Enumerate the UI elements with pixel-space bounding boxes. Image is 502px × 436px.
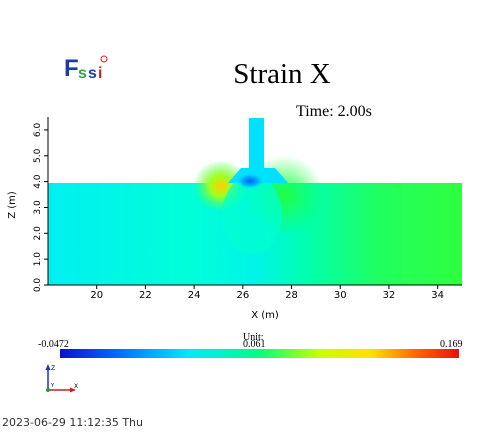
colorbar-gradient: [60, 349, 459, 358]
y-tick-label: 2.0: [33, 226, 43, 241]
x-axis-ticks: 20 22 24 26 28 30 32 34: [90, 285, 444, 301]
triad-z: Z: [51, 365, 55, 372]
svg-text:s: s: [88, 65, 97, 82]
colorbar-max: 0.169: [440, 339, 463, 350]
colorbar-mid: 0.061: [243, 339, 266, 350]
timestamp: 2023-06-29 11:12:35 Thu: [2, 416, 143, 429]
time-label: Time: 2.00s: [296, 103, 372, 120]
triad-x: X: [74, 383, 78, 390]
x-axis-label: X (m): [251, 310, 279, 321]
y-tick-label: 1.0: [33, 252, 43, 267]
y-tick-label: 6.0: [33, 123, 43, 138]
svg-text:i: i: [98, 65, 102, 82]
svg-text:s: s: [78, 65, 87, 82]
triad-y: Y: [50, 383, 55, 389]
x-tick-label: 28: [285, 290, 298, 301]
x-tick-label: 20: [90, 290, 103, 301]
x-tick-label: 26: [236, 290, 249, 301]
axes-triad-icon: Z Y X: [45, 364, 78, 393]
y-tick-label: 0.0: [33, 278, 43, 293]
colorbar-min: -0.0472: [38, 339, 69, 350]
colorbar-unit: Unit:: [243, 332, 264, 343]
y-tick-label: 4.0: [33, 174, 43, 189]
y-axis-ticks: 0.0 1.0 2.0 3.0 4.0 5.0 6.0: [33, 123, 48, 293]
x-tick-label: 30: [334, 290, 347, 301]
foundation-core: [236, 173, 264, 189]
y-axis-label: Z (m): [7, 191, 18, 219]
pier-upper: [249, 118, 264, 168]
y-tick-label: 3.0: [33, 200, 43, 215]
x-tick-label: 32: [383, 290, 396, 301]
fssi-logo: F s s i: [64, 55, 108, 82]
x-tick-label: 22: [139, 290, 152, 301]
x-tick-label: 34: [431, 290, 444, 301]
x-tick-label: 24: [188, 290, 201, 301]
under-foundation-zone: [222, 175, 282, 255]
colorbar: -0.0472 Unit: 0.061 0.169: [38, 332, 463, 358]
strain-plot: 0.0 1.0 2.0 3.0 4.0 5.0 6.0 20 22 24 26 28 30 32 34 Z…: [7, 117, 462, 321]
y-tick-label: 5.0: [33, 148, 43, 163]
page-title: Strain X: [233, 58, 331, 90]
svg-text:F: F: [64, 55, 79, 82]
